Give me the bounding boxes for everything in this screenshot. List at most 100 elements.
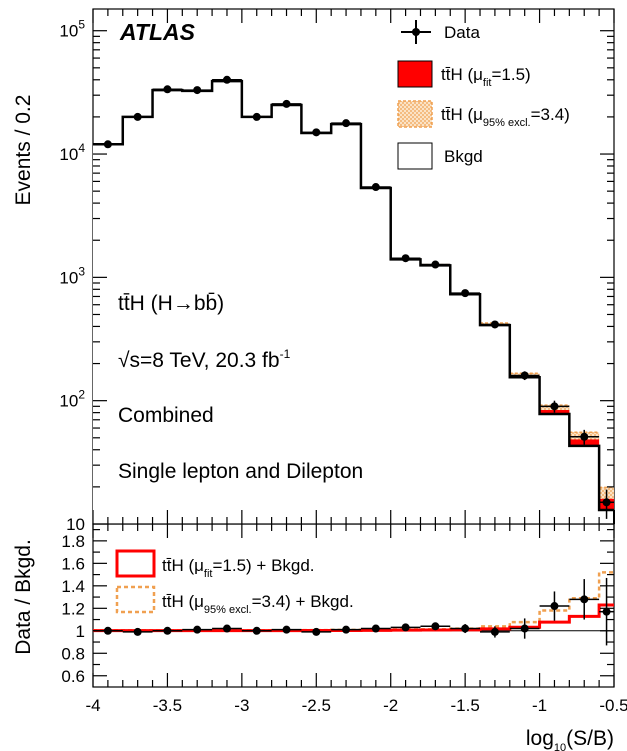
ratio-legend-fit-label: tt̄H (μfit=1.5) + Bkgd. (162, 556, 315, 580)
bkgd-bar (539, 413, 570, 524)
energy-lumi-label: √s=8 TeV, 20.3 fb-1 (118, 347, 291, 372)
ratio-x-tick-label: -1 (532, 696, 547, 715)
data-point (312, 128, 321, 137)
ratio-data-point (282, 625, 291, 634)
legend-data-marker (412, 28, 420, 36)
ratio-x-tick-label: -0.5 (599, 696, 627, 715)
main-y-tick-base: 10 (59, 145, 78, 164)
selection-label: Single lepton and Dilepton (118, 460, 363, 483)
main-y-tick-label: 102 (59, 388, 85, 411)
ratio-data-point (252, 626, 261, 635)
bkgd-bar (301, 133, 332, 524)
data-point (371, 183, 380, 192)
ratio-panel: 0.6 0.8 1 1.2 1.4 1.6 1.8 -4 -3.5 -3 -2.5 -2 -1.5 -1… (61, 523, 627, 715)
legend-tth-excl-swatch (397, 100, 433, 128)
ratio-x-tick-label: -2 (383, 696, 398, 715)
main-y-tick-label: 10 (66, 515, 85, 534)
ratio-data-point (371, 624, 380, 633)
atlas-label: ATLAS (119, 19, 196, 45)
ratio-legend-entry-fit: tt̄H (μfit=1.5) + Bkgd. (115, 549, 315, 580)
legend-bkgd-label: Bkgd (444, 147, 483, 166)
data-point (520, 371, 529, 380)
ratio-y-tick-label: 0.6 (61, 667, 85, 686)
ratio-y-tick-label: 1.6 (61, 554, 85, 573)
ratio-data-point (103, 626, 112, 635)
main-y-tick-exp: 5 (78, 18, 85, 32)
bkgd-bar (331, 124, 361, 524)
ratio-data-point (312, 627, 321, 636)
data-point (431, 260, 440, 269)
legend-tth-excl-label: tt̄H (μ95% excl.=3.4) (441, 105, 570, 129)
legend-entry-bkgd: Bkgd (397, 142, 483, 170)
ratio-legend-entry-excl: tt̄H (μ95% excl.=3.4) + Bkgd. (115, 585, 354, 616)
ratio-y-tick-label: 1 (76, 622, 85, 641)
x-axis-title: log10(S/B) (526, 727, 614, 751)
main-y-tick-label: 103 (59, 264, 85, 287)
data-point (193, 86, 202, 95)
bkgd-bar (182, 90, 213, 524)
data-point (602, 498, 611, 507)
data-point (401, 254, 410, 263)
ratio-legend-fit-swatch (115, 549, 156, 578)
ratio-data-point (602, 607, 611, 616)
main-y-tick-base: 10 (59, 22, 78, 41)
legend-tth-fit-swatch (397, 60, 433, 88)
bkgd-bar (241, 116, 272, 524)
main-y-tick-base: 10 (59, 392, 78, 411)
ratio-data-point (490, 627, 499, 636)
ratio-legend-excl-swatch (115, 585, 156, 614)
main-y-tick-exp: 4 (78, 141, 85, 155)
main-y-axis-title: Events / 0.2 (12, 95, 35, 206)
bkgd-bar (390, 259, 421, 524)
bkgd-bar (122, 116, 153, 524)
bkgd-bar (450, 294, 481, 524)
ratio-x-tick-label: -1.5 (450, 696, 479, 715)
ratio-data-point (461, 624, 470, 633)
main-x-axis-ticks (92, 9, 615, 524)
main-y-tick-exp: 2 (78, 388, 85, 402)
main-plot-marks (93, 75, 615, 525)
ratio-fit-line (93, 603, 614, 633)
main-y-tick-label: 104 (59, 141, 85, 164)
data-point (103, 140, 112, 149)
ratio-data-point (401, 623, 410, 632)
ratio-y-axis-ticks: 0.6 0.8 1 1.2 1.4 1.6 1.8 (61, 529, 614, 686)
data-point (282, 99, 291, 108)
ratio-data-point (342, 625, 351, 634)
legend-tth-fit-label: tt̄H (μfit=1.5) (441, 65, 531, 89)
bkgd-bar (480, 325, 510, 524)
process-label: tt̄H (H→bb̄) (118, 292, 224, 315)
ratio-data-point (520, 624, 529, 633)
main-y-tick-base: 10 (59, 268, 78, 287)
ratio-x-tick-label: -3.5 (153, 696, 182, 715)
data-point (550, 402, 559, 411)
main-legend: Data tt̄H (μfit=1.5) tt̄H (μ95% excl.=3.… (397, 20, 570, 170)
ratio-data-point (550, 602, 559, 611)
data-point (342, 119, 351, 128)
bkgd-outline (93, 79, 614, 512)
bkgd-bar (152, 90, 183, 524)
ratio-y-tick-label: 1.8 (61, 532, 85, 551)
bkgd-bar (271, 104, 302, 525)
ratio-y-tick-label: 1.4 (61, 577, 85, 596)
bkgd-bar (509, 377, 540, 524)
data-point (252, 112, 261, 121)
main-y-tick-label: 105 (59, 18, 85, 41)
data-point (163, 85, 172, 94)
data-point (580, 432, 589, 441)
bkgd-bar (360, 188, 391, 524)
legend-entry-tth-excl: tt̄H (μ95% excl.=3.4) (397, 100, 570, 129)
ratio-x-tick-label: -2.5 (302, 696, 331, 715)
ratio-legend: tt̄H (μfit=1.5) + Bkgd. tt̄H (μ95% excl.… (115, 549, 354, 616)
legend-entry-tth-fit: tt̄H (μfit=1.5) (397, 60, 531, 89)
ratio-data-point (133, 627, 142, 636)
main-y-tick-base: 10 (66, 515, 85, 534)
data-point (461, 289, 470, 298)
bkgd-bar (569, 445, 600, 524)
data-point (133, 112, 142, 121)
ratio-data-point (222, 624, 231, 633)
bkgd-bar (212, 81, 242, 524)
ratio-x-tick-label: -3 (234, 696, 249, 715)
